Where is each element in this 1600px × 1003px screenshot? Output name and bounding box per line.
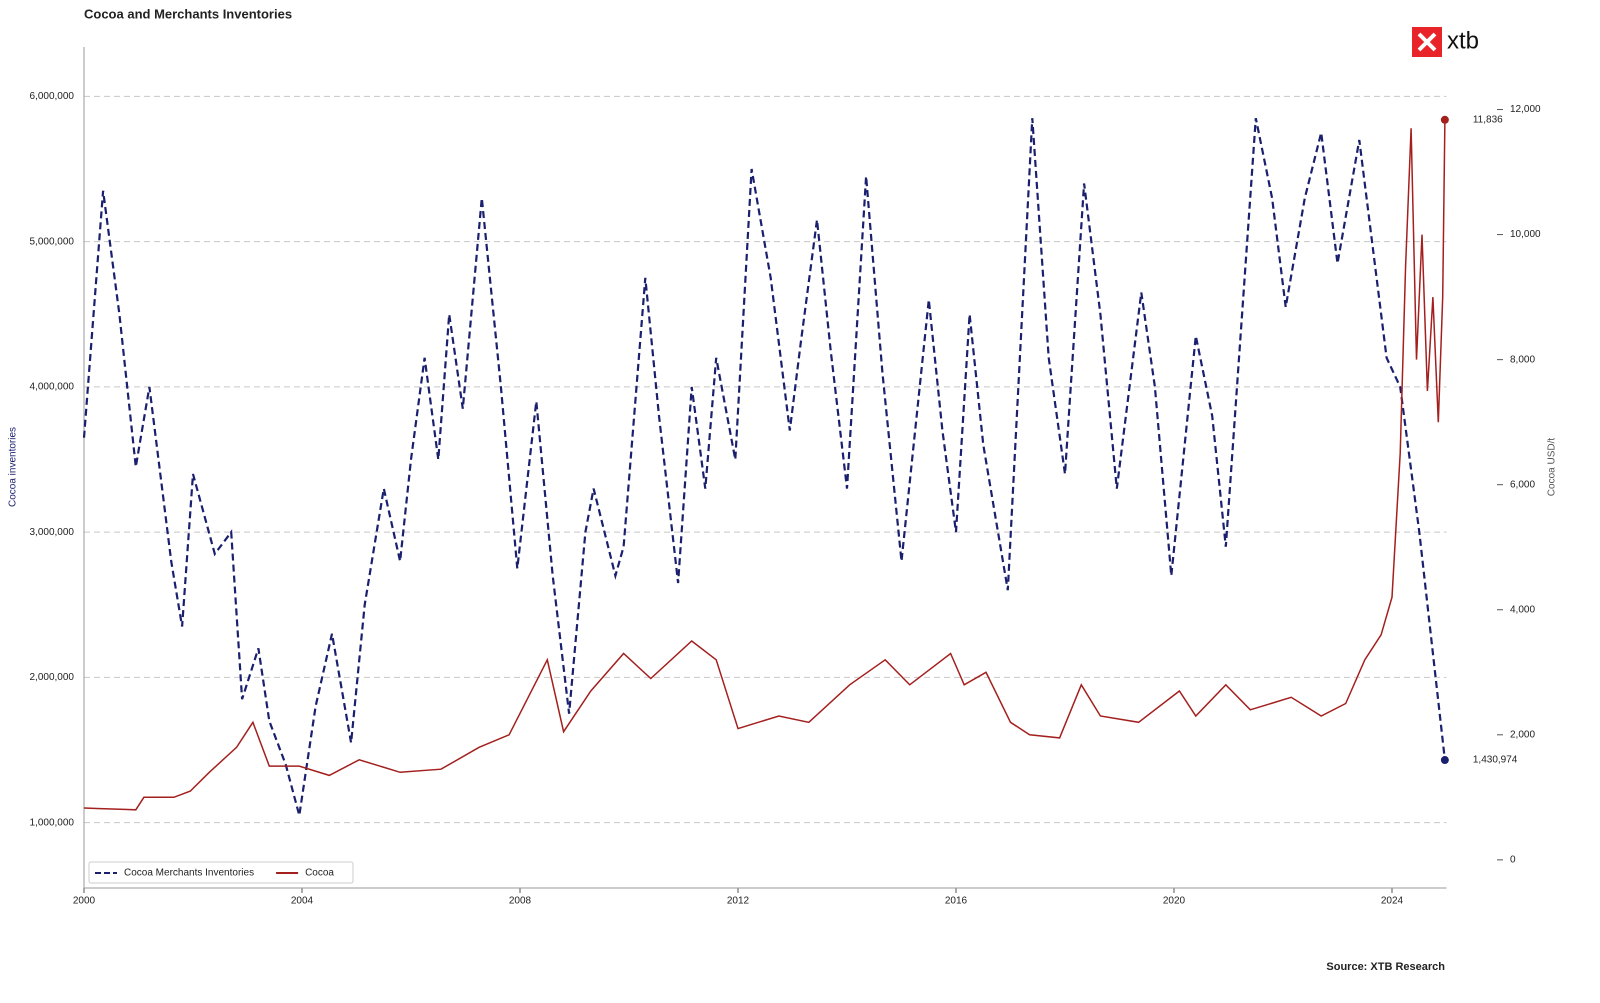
legend-label: Cocoa: [305, 868, 334, 879]
y2-tick-label: 12,000: [1510, 104, 1541, 115]
logo-text: xtb: [1447, 27, 1479, 54]
x-tick-label: 2008: [509, 896, 532, 907]
y-tick-label: 4,000,000: [30, 382, 75, 393]
y-tick-label: 1,000,000: [30, 817, 75, 828]
chart-title: Cocoa and Merchants Inventories: [84, 6, 292, 21]
y2-tick-label: 4,000: [1510, 604, 1535, 615]
y-tick-label: 2,000,000: [30, 672, 75, 683]
end-label: 11,836: [1473, 114, 1503, 125]
y2-tick-label: 8,000: [1510, 354, 1535, 365]
x-tick-label: 2024: [1381, 896, 1404, 907]
y2-axis-label: Cocoa USD/t: [1547, 438, 1558, 497]
end-label: 1,430,974: [1473, 755, 1518, 766]
series-line: [83, 119, 1446, 811]
y-tick-label: 5,000,000: [30, 236, 75, 247]
y2-tick-label: 10,000: [1510, 229, 1541, 240]
x-tick-label: 2020: [1163, 896, 1186, 907]
source: Source: XTB Research: [1326, 961, 1445, 973]
x-tick-label: 2012: [727, 896, 750, 907]
logo-icon: [1417, 32, 1437, 52]
end-marker: [1440, 115, 1449, 124]
x-tick-label: 2016: [945, 896, 968, 907]
legend-box: [88, 861, 354, 884]
end-marker: [1440, 756, 1449, 765]
y2-tick-label: 6,000: [1510, 479, 1535, 490]
y-tick-label: 3,000,000: [30, 527, 75, 538]
legend-label: Cocoa Merchants Inventories: [124, 868, 254, 879]
y2-tick-label: 2,000: [1510, 729, 1535, 740]
x-tick-label: 2004: [291, 896, 314, 907]
series-line: [82, 117, 1446, 816]
x-tick-label: 2000: [73, 896, 96, 907]
y-tick-label: 6,000,000: [30, 91, 75, 102]
y2-tick-label: 0: [1510, 855, 1516, 866]
y-axis-label: Cocoa inventories: [8, 427, 19, 507]
